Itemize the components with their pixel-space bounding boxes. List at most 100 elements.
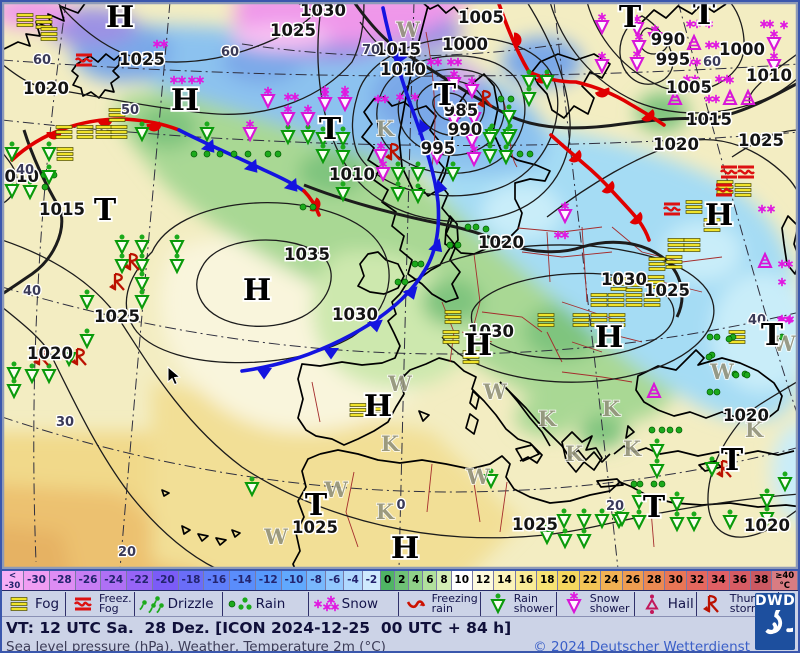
pressure-label: 1020 xyxy=(744,516,790,535)
freezing-fog-icon xyxy=(73,596,93,612)
airmass-label: W xyxy=(395,17,420,42)
graticule-label: 50 xyxy=(121,103,139,118)
thunderstorm-icon xyxy=(701,594,719,615)
pressure-label: 990 xyxy=(448,120,482,139)
pressure-label: 1025 xyxy=(119,50,165,69)
high-pressure-marker: H xyxy=(106,2,134,35)
graticule-label: 0 xyxy=(396,498,405,513)
legend-label: Snow shower xyxy=(589,591,630,615)
scale-cell: -12 xyxy=(255,571,282,590)
graticule-label: 20 xyxy=(118,545,136,560)
low-pressure-marker: T xyxy=(693,2,716,32)
scale-cell: 36 xyxy=(729,571,751,590)
rain-symbol xyxy=(732,371,740,379)
rain-symbol xyxy=(658,480,666,488)
rain-symbol xyxy=(464,223,472,231)
legend-item-freezing-fog: Freez. Fog xyxy=(66,592,135,616)
rain-symbol xyxy=(190,150,198,158)
pressure-label: 1015 xyxy=(39,200,85,219)
airmass-label: K xyxy=(565,441,584,466)
scale-cell: -6 xyxy=(325,571,345,590)
fog-symbol xyxy=(35,15,53,29)
fog-symbol xyxy=(442,330,460,344)
pressure-label: 1010 xyxy=(380,60,426,79)
scale-cell: 16 xyxy=(515,571,538,590)
rain-symbol xyxy=(309,203,317,211)
scale-cell: -22 xyxy=(127,571,153,590)
weather-legend: Fog Freez. Fog Drizzle Rain Snow Freezing rain R… xyxy=(2,592,779,617)
fog-symbol xyxy=(572,313,590,327)
rain-shower-icon xyxy=(490,592,505,614)
high-low-markers: H H H H H H H H T T T T T T T T T xyxy=(92,2,786,568)
legend-item-hail: Hail xyxy=(635,592,697,616)
rain-symbol xyxy=(725,335,733,343)
scale-cell: 4 xyxy=(409,571,424,590)
rain-symbol xyxy=(526,150,534,158)
pressure-label: 1025 xyxy=(512,515,558,534)
low-pressure-marker: T xyxy=(619,2,642,35)
rain-symbol xyxy=(482,225,490,233)
high-pressure-marker: H xyxy=(171,83,199,118)
pressure-label: 1010 xyxy=(2,167,39,186)
pressure-label: 1020 xyxy=(23,79,69,98)
scale-cell: 38 xyxy=(750,571,773,590)
scale-cell: -8 xyxy=(307,571,326,590)
scale-cell: < -30 xyxy=(2,571,25,590)
scale-cell: 6 xyxy=(423,571,438,590)
rain-symbol xyxy=(244,150,252,158)
description-row: Sea level pressure (hPa), Weather, Tempe… xyxy=(2,639,756,651)
graticule-label: 20 xyxy=(606,499,624,514)
graticule-label: 60 xyxy=(33,53,51,68)
graticule-label: 60 xyxy=(703,55,721,70)
high-pressure-marker: H xyxy=(243,273,271,308)
scale-cell: 8 xyxy=(437,571,452,590)
rain-symbol xyxy=(264,150,272,158)
rain-symbol xyxy=(472,223,480,231)
legend-label: Hail xyxy=(667,596,694,612)
pressure-label: 1015 xyxy=(375,40,421,59)
scale-cell: -28 xyxy=(49,571,76,590)
rain-symbol xyxy=(454,241,462,249)
graticule-label: 40 xyxy=(23,284,41,299)
pressure-label: 990 xyxy=(651,30,685,49)
graticule-label: 60 xyxy=(221,45,239,60)
scale-cell: 12 xyxy=(472,571,495,590)
graticule-label: 40 xyxy=(748,313,766,328)
rain-symbol xyxy=(706,333,714,341)
rain-symbol xyxy=(516,150,524,158)
low-pressure-marker: T xyxy=(721,443,744,478)
rain-symbol xyxy=(203,150,211,158)
graticule-label: 70 xyxy=(362,43,380,58)
rain-symbol xyxy=(743,371,751,379)
pressure-label: 1035 xyxy=(284,245,330,264)
low-pressure-marker: T xyxy=(305,488,328,523)
rain-symbol xyxy=(401,278,409,286)
scale-cell: 28 xyxy=(644,571,666,590)
scale-cell: 22 xyxy=(579,571,602,590)
rain-symbol xyxy=(630,480,638,488)
fog-symbol xyxy=(537,313,555,327)
airmass-label: K xyxy=(376,499,395,524)
pressure-label: 985 xyxy=(444,101,478,120)
high-pressure-marker: H xyxy=(705,198,733,233)
pressure-label: 1010 xyxy=(329,165,375,184)
scale-cell: -2 xyxy=(362,571,382,590)
airmass-label: K xyxy=(623,436,642,461)
rain-symbol xyxy=(417,260,425,268)
pressure-label: 1000 xyxy=(442,35,488,54)
scale-cell: 18 xyxy=(537,571,559,590)
scale-cell: -18 xyxy=(178,571,205,590)
pressure-label: 1015 xyxy=(686,110,732,129)
graticule-label: 30 xyxy=(56,415,74,430)
scale-cell: 20 xyxy=(558,571,580,590)
legend-item-snow-shower: Snow shower xyxy=(557,592,635,616)
scale-cell: 0 xyxy=(381,571,396,590)
rain-symbol xyxy=(650,480,658,488)
scale-cell: 32 xyxy=(686,571,709,590)
fog-symbol xyxy=(76,125,94,139)
legend-label: Rain xyxy=(255,596,286,612)
legend-label: Freez. Fog xyxy=(99,591,132,615)
temperature-scale: < -30 -30 -28 -26 -24 -22 -20 -18 -16 -14 -12 -10 -8-… xyxy=(2,569,798,591)
